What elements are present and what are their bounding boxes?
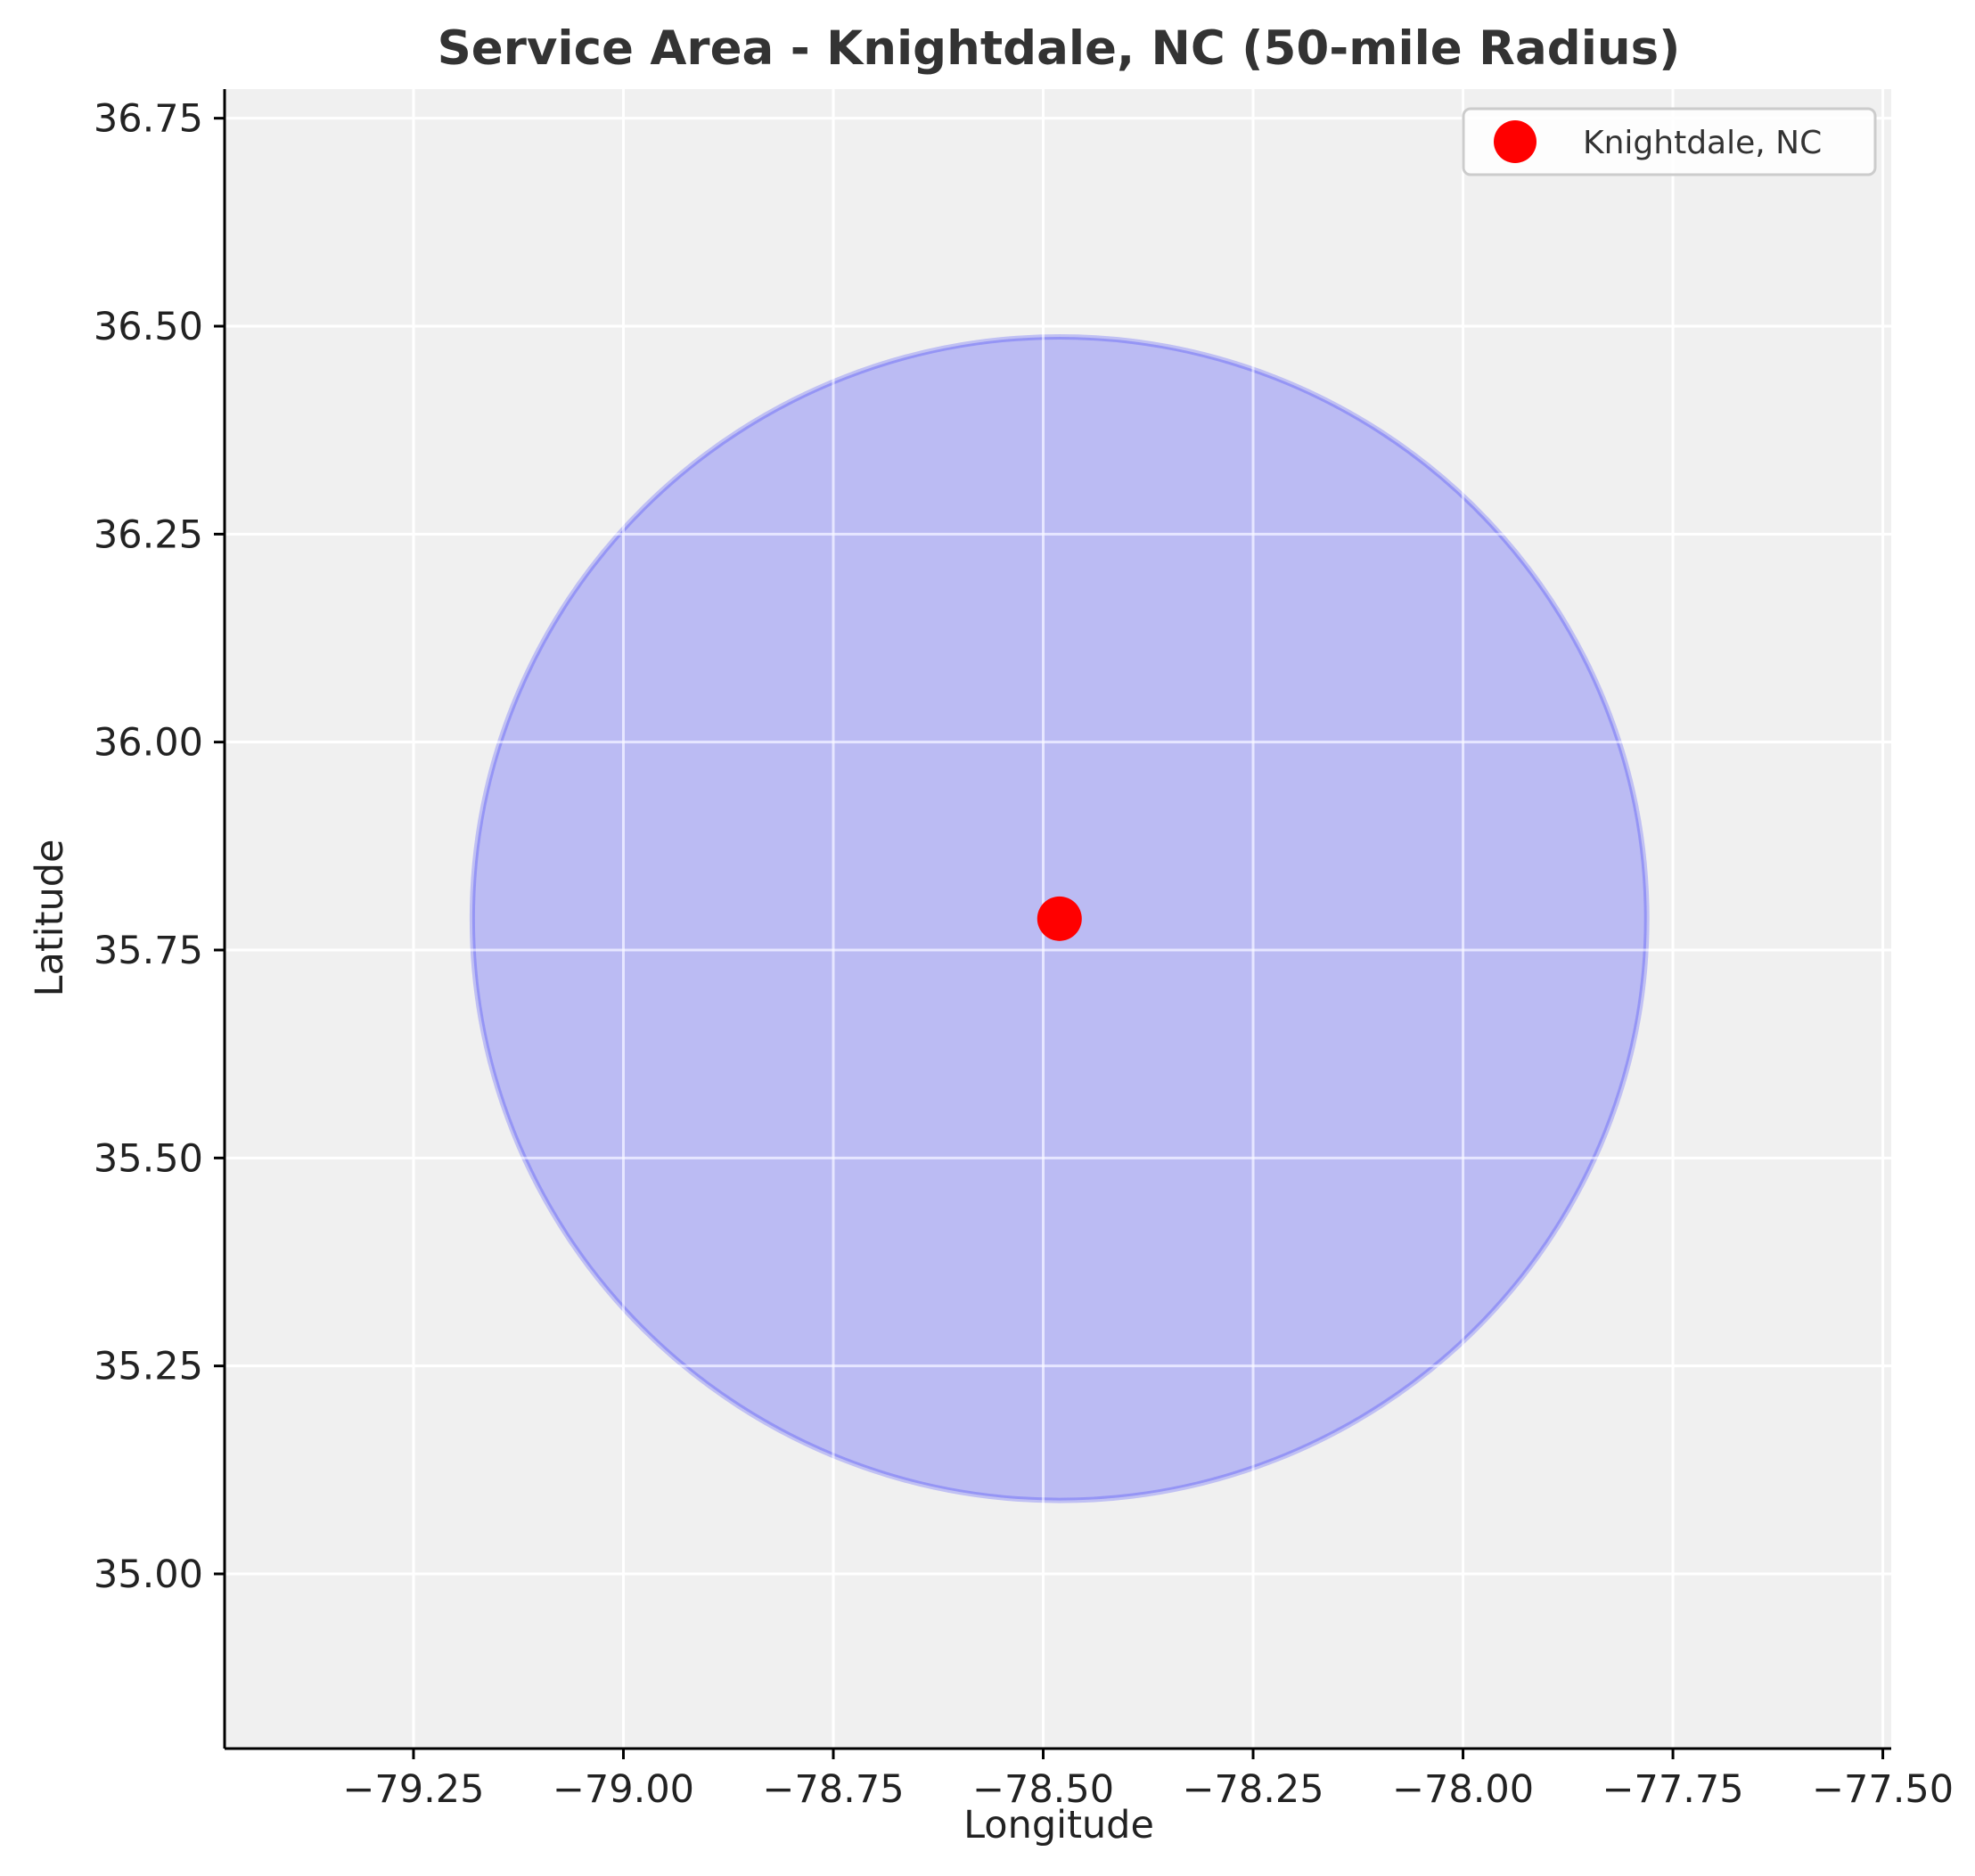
y-tick-label: 36.75: [94, 97, 203, 142]
y-tick-label: 35.25: [94, 1345, 203, 1389]
y-tick-label: 35.75: [94, 929, 203, 973]
data-point-knightdale[interactable]: [1037, 896, 1082, 941]
x-tick-label: −79.00: [553, 1767, 694, 1812]
x-tick-label: −78.00: [1392, 1767, 1534, 1812]
legend-label-knightdale: Knightdale, NC: [1583, 125, 1822, 161]
x-tick-label: −78.25: [1182, 1767, 1323, 1812]
plot-area: −79.25 −79.00 −78.75 −78.50 −78.25 −78.00 −77.…: [94, 89, 1954, 1812]
y-tick-label: 36.00: [94, 721, 203, 766]
y-tick-label: 35.00: [94, 1552, 203, 1597]
chart-title: Service Area - Knightdale, NC (50-mile R…: [438, 21, 1681, 76]
legend-marker: [1494, 120, 1537, 163]
x-tick-label: −79.25: [342, 1767, 484, 1812]
x-tick-label: −77.50: [1812, 1767, 1954, 1812]
y-tick-label: 35.50: [94, 1136, 203, 1181]
x-axis-label: Longitude: [963, 1803, 1154, 1847]
legend-box: [1462, 107, 1877, 176]
x-tick-label: −78.50: [972, 1767, 1114, 1812]
x-tick-label: −78.75: [762, 1767, 904, 1812]
x-tick-label: −77.75: [1602, 1767, 1743, 1812]
y-tick-label: 36.25: [94, 512, 203, 557]
y-tick-label: 36.50: [94, 305, 203, 349]
y-axis-label: Latitude: [28, 840, 72, 997]
